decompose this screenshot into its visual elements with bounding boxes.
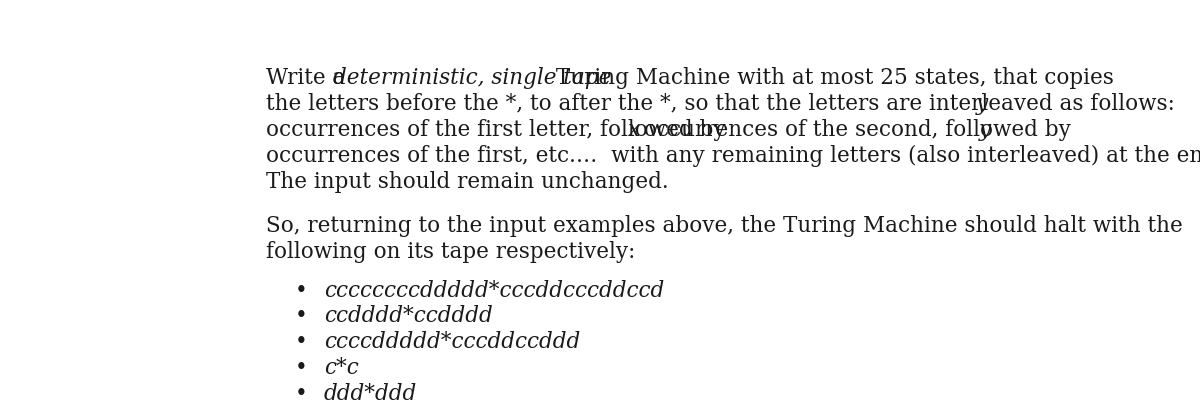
Text: Turing Machine with at most 25 states, that copies: Turing Machine with at most 25 states, t…: [548, 67, 1114, 89]
Text: occurrences of the first, etc.…  with any remaining letters (also interleaved) a: occurrences of the first, etc.… with any…: [266, 145, 1200, 167]
Text: ccccccccddddd*cccddcccddccd: ccccccccddddd*cccddcccddccd: [324, 279, 664, 302]
Text: ccccddddd*cccddccddd: ccccddddd*cccddccddd: [324, 331, 580, 353]
Text: •: •: [295, 279, 308, 302]
Text: ddd*ddd: ddd*ddd: [324, 383, 418, 405]
Text: •: •: [295, 358, 308, 379]
Text: occurrences of the first letter, followed by: occurrences of the first letter, followe…: [266, 119, 733, 141]
Text: x: x: [628, 119, 640, 141]
Text: ccdddd*ccdddd: ccdddd*ccdddd: [324, 305, 493, 328]
Text: The input should remain unchanged.: The input should remain unchanged.: [266, 171, 668, 192]
Text: y: y: [979, 119, 991, 141]
Text: •: •: [295, 331, 308, 353]
Text: the letters before the *, to after the *, so that the letters are interleaved as: the letters before the *, to after the *…: [266, 92, 1182, 115]
Text: Write a: Write a: [266, 67, 353, 89]
Text: So, returning to the input examples above, the Turing Machine should halt with t: So, returning to the input examples abov…: [266, 215, 1183, 237]
Text: following on its tape respectively:: following on its tape respectively:: [266, 240, 636, 263]
Text: occurrences of the second, followed by: occurrences of the second, followed by: [637, 119, 1078, 141]
Text: •: •: [295, 383, 308, 405]
Text: •: •: [295, 305, 308, 328]
Text: y: y: [976, 92, 988, 115]
Text: deterministic, single tape: deterministic, single tape: [334, 67, 612, 89]
Text: c*c: c*c: [324, 358, 359, 379]
